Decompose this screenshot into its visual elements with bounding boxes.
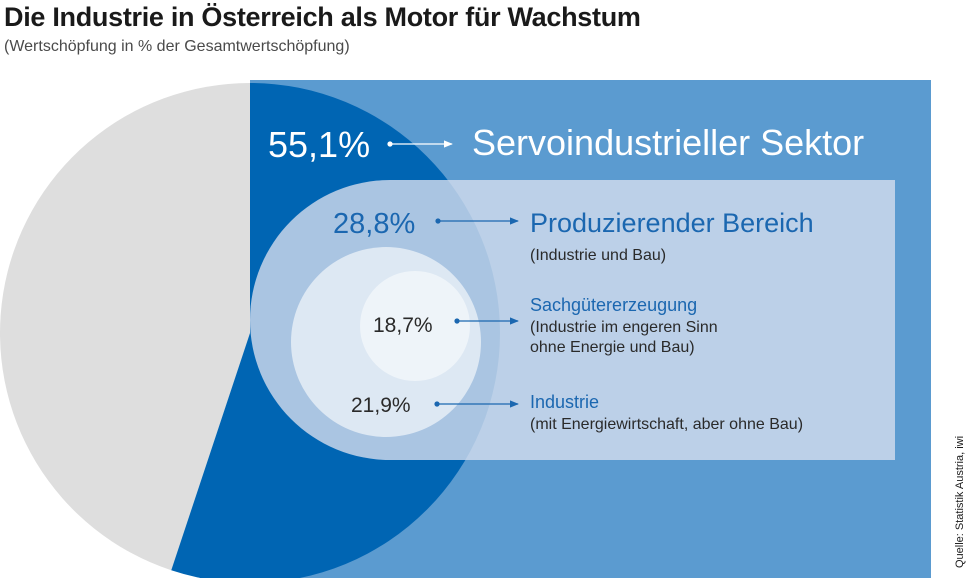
- chart-subtitle: (Wertschöpfung in % der Gesamtwertschöpf…: [4, 38, 350, 55]
- chart-title: Die Industrie in Österreich als Motor fü…: [4, 2, 641, 32]
- sachguetererzeugung-circle: [360, 271, 470, 381]
- label-servo: Servoindustrieller Sektor: [472, 122, 864, 163]
- note-industrie: (mit Energiewirtschaft, aber ohne Bau): [530, 416, 803, 433]
- note-sachgueter-line1: (Industrie im engeren Sinn: [530, 319, 718, 336]
- label-industrie: Industrie: [530, 392, 599, 412]
- value-label-sachgueter: 18,7%: [373, 314, 433, 337]
- leader-dot-produzierend: [435, 218, 441, 224]
- value-label-industrie: 21,9%: [351, 394, 411, 417]
- leader-dot-sachgueter: [454, 318, 460, 324]
- value-label-servo: 55,1%: [268, 124, 370, 165]
- leader-dot-servo: [387, 141, 393, 147]
- leader-dot-industrie: [434, 401, 440, 407]
- pie-slice-rest: [0, 83, 250, 571]
- value-label-produzierend: 28,8%: [333, 208, 415, 240]
- note-produzierend: (Industrie und Bau): [530, 247, 666, 264]
- note-sachgueter-line2: ohne Energie und Bau): [530, 339, 695, 356]
- label-sachgueter: Sachgütererzeugung: [530, 295, 697, 315]
- label-produzierend: Produzierender Bereich: [530, 208, 814, 238]
- source-note: Quelle: Statistik Austria, iwi: [954, 435, 966, 568]
